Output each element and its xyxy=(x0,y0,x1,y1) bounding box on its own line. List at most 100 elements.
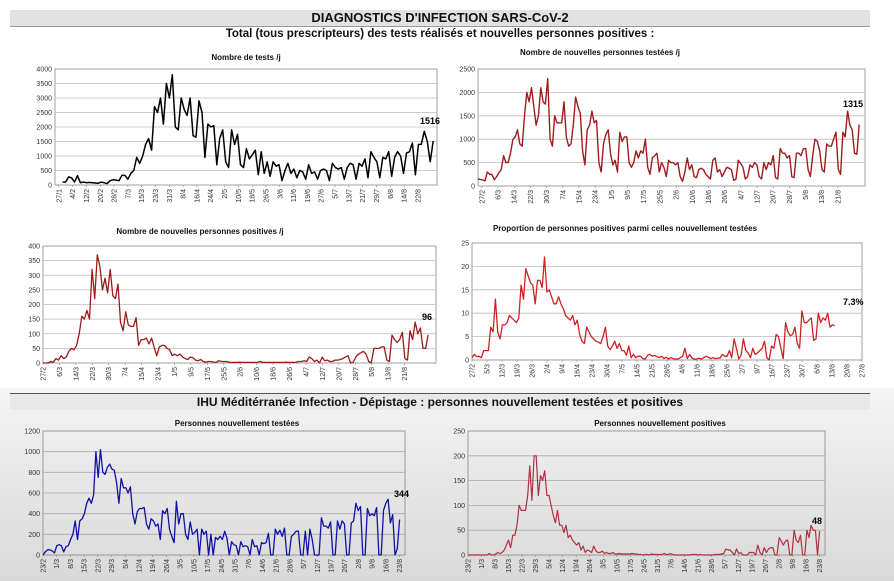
x-tick-label: 9/8 xyxy=(370,559,377,569)
x-tick-label: 2/8 xyxy=(777,559,784,569)
last-value-label: 1315 xyxy=(843,99,863,109)
x-tick-label: 22/3 xyxy=(528,190,535,204)
x-tick-label: 19/4 xyxy=(150,559,157,573)
x-tick-label: 23/2 xyxy=(466,559,473,573)
x-tick-label: 1/3 xyxy=(54,559,61,569)
x-tick-label: 5/3 xyxy=(485,364,492,374)
x-tick-label: 12/7 xyxy=(315,559,322,573)
x-tick-label: 12/3 xyxy=(500,364,507,378)
y-tick-label: 200 xyxy=(28,532,40,539)
y-tick-label: 400 xyxy=(28,511,40,518)
x-tick-label: 27/1 xyxy=(56,189,63,203)
x-tick-label: 21/6 xyxy=(695,559,702,573)
x-tick-label: 20/2 xyxy=(98,189,105,203)
x-tick-label: 15/3 xyxy=(139,189,146,203)
x-tick-label: 14/8 xyxy=(402,189,409,203)
page-title: DIAGNOSTICS D'INFECTION SARS-CoV-2 xyxy=(10,10,870,27)
x-tick-label: 18/6 xyxy=(706,190,713,204)
x-tick-label: 18/6 xyxy=(710,364,717,378)
x-tick-label: 16/8 xyxy=(804,559,811,573)
chart-title: Nombre de nouvelles personnes testées /j xyxy=(520,48,680,57)
y-tick-label: 1000 xyxy=(36,154,52,161)
x-tick-label: 21/7 xyxy=(360,189,367,203)
x-tick-label: 12/4 xyxy=(560,559,567,573)
x-tick-label: 23/4 xyxy=(590,364,597,378)
y-tick-label: 50 xyxy=(457,528,465,535)
y-tick-label: 20 xyxy=(461,264,469,271)
x-tick-label: 18/6 xyxy=(271,367,278,381)
x-tick-label: 2/6 xyxy=(238,367,245,377)
y-tick-label: 600 xyxy=(28,491,40,498)
x-tick-label: 4/6 xyxy=(680,364,687,374)
x-tick-label: 21/6 xyxy=(274,559,281,573)
x-tick-label: 6/8 xyxy=(815,364,822,374)
x-tick-label: 2/8 xyxy=(356,559,363,569)
x-tick-label: 1/3 xyxy=(479,559,486,569)
x-tick-label: 10/5 xyxy=(236,189,243,203)
x-tick-label: 26/3 xyxy=(530,364,537,378)
x-tick-label: 19/6 xyxy=(305,189,312,203)
y-tick-label: 50 xyxy=(32,346,40,353)
x-tick-label: 24/5 xyxy=(641,559,648,573)
x-tick-label: 9/5 xyxy=(625,190,632,200)
x-tick-label: 12/7 xyxy=(754,190,761,204)
x-tick-label: 13/8 xyxy=(386,367,393,381)
x-tick-label: 24/5 xyxy=(219,559,226,573)
x-tick-label: 30/7 xyxy=(800,364,807,378)
x-tick-label: 12/7 xyxy=(320,367,327,381)
x-tick-label: 28/7 xyxy=(787,190,794,204)
plot-area xyxy=(467,430,826,556)
chart-new-tested-per-day: 0 500 1000 1500 2000 2500 27/2 6/3 14/3 22/3 30/3 7… xyxy=(459,48,866,204)
y-tick-label: 0 xyxy=(461,553,465,560)
series-line xyxy=(477,77,860,183)
x-tick-label: 23/2 xyxy=(41,559,48,573)
x-tick-label: 26/4 xyxy=(164,559,171,573)
x-tick-label: 29/7 xyxy=(374,189,381,203)
y-tick-label: 0 xyxy=(48,183,52,190)
x-tick-label: 27/2 xyxy=(479,190,486,204)
y-tick-label: 1500 xyxy=(36,139,52,146)
x-tick-label: 21/8 xyxy=(835,190,842,204)
x-tick-label: 10/6 xyxy=(690,190,697,204)
x-tick-label: 2/4 xyxy=(545,364,552,374)
y-tick-label: 1000 xyxy=(459,137,475,144)
series-line xyxy=(42,448,401,556)
x-tick-label: 26/6 xyxy=(722,190,729,204)
x-tick-label: 14/6 xyxy=(682,559,689,573)
x-tick-label: 16/4 xyxy=(575,364,582,378)
y-tick-label: 2000 xyxy=(459,90,475,97)
x-tick-label: 12/4 xyxy=(136,559,143,573)
y-tick-label: 1500 xyxy=(459,113,475,120)
ihu-section-background xyxy=(0,388,894,581)
x-tick-label: 19/7 xyxy=(750,559,757,573)
y-tick-label: 250 xyxy=(453,429,465,436)
x-tick-label: 7/3 xyxy=(125,189,132,199)
y-tick-label: 3500 xyxy=(36,81,52,88)
last-value-label: 96 xyxy=(422,312,432,322)
x-tick-label: 24/4 xyxy=(208,189,215,203)
x-tick-label: 2/6 xyxy=(674,190,681,200)
x-tick-label: 27/2 xyxy=(41,367,48,381)
x-tick-label: 29/3 xyxy=(533,559,540,573)
last-value-label: 1516 xyxy=(420,116,440,126)
x-tick-label: 17/5 xyxy=(205,559,212,573)
x-tick-label: 6/8 xyxy=(388,189,395,199)
y-tick-label: 2500 xyxy=(36,110,52,117)
chart-title: Proportion de personnes positives parmi … xyxy=(493,224,758,233)
chart-positive-proportion: 0 5 10 15 20 25 27/2 5/3 12/3 19/3 26/3 2/4 9/4 16/4 2… xyxy=(461,224,866,378)
x-tick-label: 5/8 xyxy=(803,190,810,200)
y-tick-label: 10 xyxy=(461,311,469,318)
x-tick-label: 17/5 xyxy=(205,367,212,381)
x-tick-label: 29/3 xyxy=(109,559,116,573)
x-tick-label: 4/2 xyxy=(70,189,77,199)
x-tick-label: 9/8 xyxy=(790,559,797,569)
x-tick-label: 25/5 xyxy=(657,190,664,204)
section-banner: IHU Méditérranée Infection - Dépistage :… xyxy=(10,393,870,410)
x-tick-label: 15/3 xyxy=(506,559,513,573)
plot-area xyxy=(471,242,863,361)
x-tick-label: 31/5 xyxy=(232,559,239,573)
x-tick-label: 7/6 xyxy=(246,559,253,569)
y-tick-label: 200 xyxy=(453,453,465,460)
y-tick-label: 4000 xyxy=(36,67,52,74)
x-tick-label: 7/4 xyxy=(123,367,130,377)
